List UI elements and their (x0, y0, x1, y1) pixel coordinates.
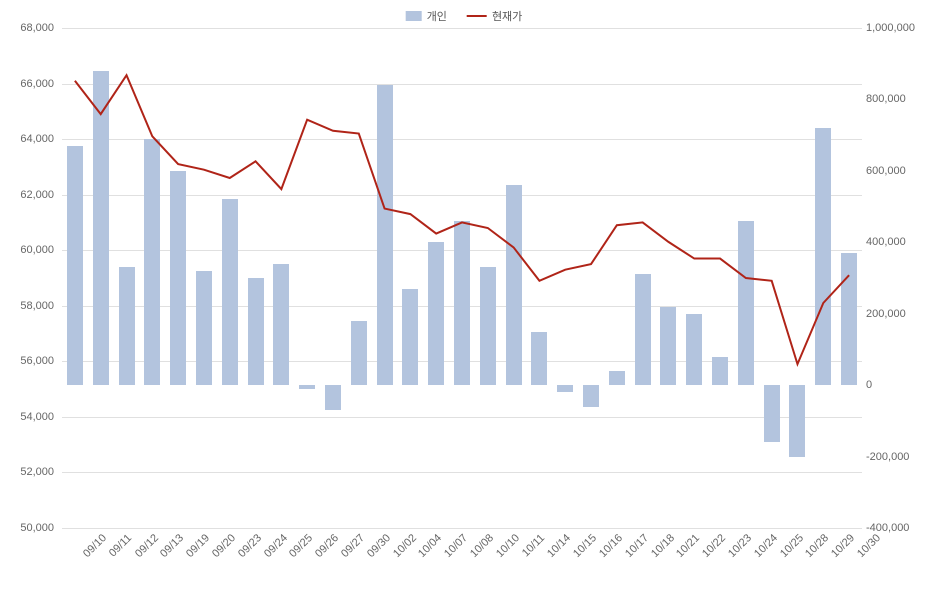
x-tick-label: 09/25 (287, 532, 315, 560)
x-tick-label: 09/12 (133, 532, 161, 560)
x-tick-label: 10/08 (468, 532, 496, 560)
y-left-tick-label: 68,000 (20, 22, 54, 34)
x-tick-label: 09/24 (262, 532, 290, 560)
y-axis-right: -400,000-200,0000200,000400,000600,00080… (862, 28, 928, 528)
x-tick-label: 09/23 (236, 532, 264, 560)
x-tick-label: 10/29 (829, 532, 857, 560)
x-tick-label: 10/14 (545, 532, 573, 560)
x-tick-label: 10/25 (778, 532, 806, 560)
legend-line-swatch (467, 15, 487, 17)
x-tick-label: 10/16 (597, 532, 625, 560)
y-left-tick-label: 60,000 (20, 244, 54, 256)
x-tick-label: 10/21 (675, 532, 703, 560)
y-right-tick-label: 600,000 (866, 165, 906, 177)
y-left-tick-label: 50,000 (20, 522, 54, 534)
legend-item-line: 현재가 (467, 8, 522, 24)
x-tick-label: 10/24 (752, 532, 780, 560)
legend-bar-swatch (406, 11, 422, 21)
line-svg (62, 28, 862, 528)
x-tick-label: 10/04 (416, 532, 444, 560)
legend-bar-label: 개인 (427, 8, 447, 24)
y-left-tick-label: 52,000 (20, 466, 54, 478)
y-left-tick-label: 66,000 (20, 78, 54, 90)
legend: 개인 현재가 (406, 8, 523, 24)
y-right-tick-label: 1,000,000 (866, 22, 915, 34)
y-left-tick-label: 64,000 (20, 133, 54, 145)
x-tick-label: 09/26 (313, 532, 341, 560)
chart-container: 개인 현재가 50,000 52,000 54,000 56,000 58,000 60,… (0, 0, 928, 606)
y-right-tick-label: 0 (866, 379, 872, 391)
x-tick-label: 09/13 (158, 532, 186, 560)
x-tick-label: 10/22 (700, 532, 728, 560)
price-line (75, 75, 849, 364)
x-tick-label: 10/07 (442, 532, 470, 560)
x-tick-label: 09/10 (81, 532, 109, 560)
y-left-tick-label: 56,000 (20, 355, 54, 367)
x-tick-label: 10/10 (494, 532, 522, 560)
legend-item-bars: 개인 (406, 8, 447, 24)
x-tick-label: 09/11 (107, 532, 134, 559)
x-tick-label: 10/28 (804, 532, 832, 560)
x-axis: 09/1009/1109/1209/1309/1909/2009/2309/24… (62, 528, 862, 606)
x-tick-label: 09/20 (210, 532, 238, 560)
plot-area (62, 28, 862, 528)
y-left-tick-label: 54,000 (20, 411, 54, 423)
x-tick-label: 10/30 (855, 532, 883, 560)
x-tick-label: 10/17 (623, 532, 651, 560)
y-right-tick-label: 200,000 (866, 308, 906, 320)
x-tick-label: 10/15 (571, 532, 599, 560)
y-right-tick-label: 800,000 (866, 93, 906, 105)
legend-line-label: 현재가 (492, 8, 522, 24)
y-left-tick-label: 58,000 (20, 300, 54, 312)
x-tick-label: 10/23 (726, 532, 754, 560)
y-left-tick-label: 62,000 (20, 189, 54, 201)
x-tick-label: 09/27 (339, 532, 367, 560)
x-tick-label: 09/19 (184, 532, 212, 560)
x-tick-label: 10/02 (391, 532, 419, 560)
y-axis-left: 50,00052,00054,00056,00058,00060,00062,0… (0, 28, 58, 528)
x-tick-label: 10/18 (649, 532, 677, 560)
x-tick-label: 09/30 (365, 532, 393, 560)
y-right-tick-label: 400,000 (866, 236, 906, 248)
x-tick-label: 10/11 (519, 532, 546, 559)
y-right-tick-label: -200,000 (866, 451, 909, 463)
